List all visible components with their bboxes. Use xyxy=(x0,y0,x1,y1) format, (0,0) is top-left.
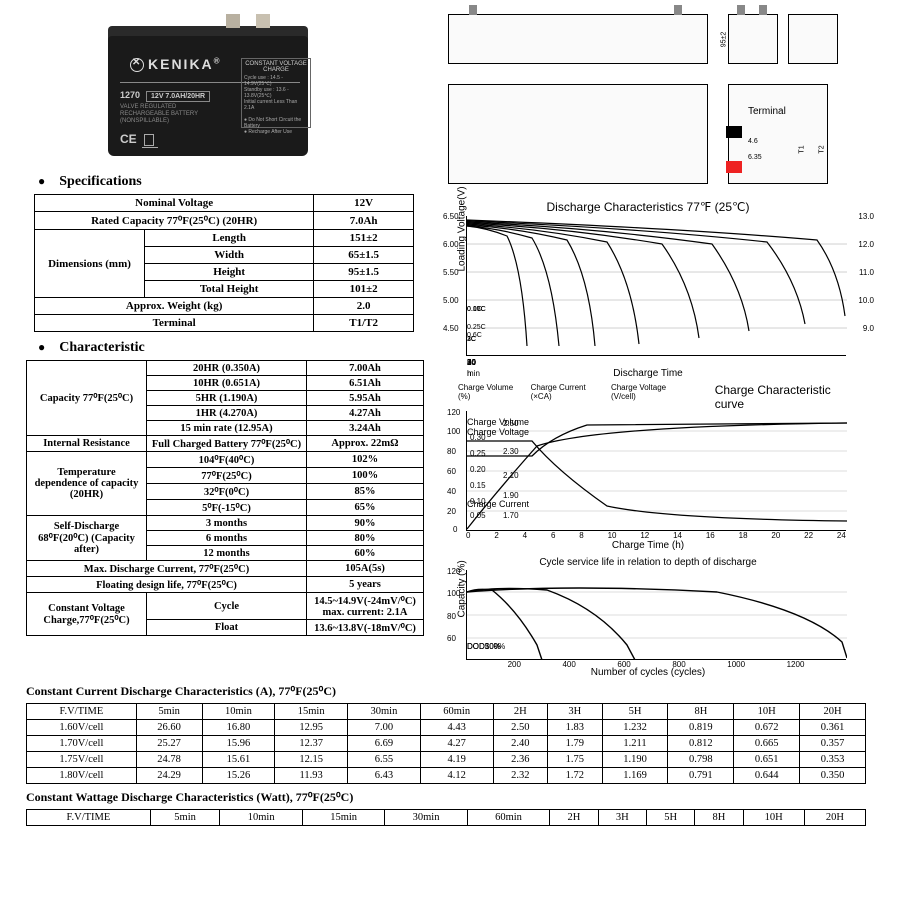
cw-discharge-table: F.V/TIME5min10min15min30min60min2H3H5H8H… xyxy=(26,809,866,826)
battery-photo: KENIKA® 127012V 7.0AH/20HR VALVE REGULAT… xyxy=(78,6,323,166)
charge-chart: Charge Volume (%)Charge Current (×CA)Cha… xyxy=(448,383,848,551)
sub2: RECHARGEABLE BATTERY (NONSPILLABLE) xyxy=(120,111,198,124)
terminal-label: Terminal xyxy=(748,106,786,117)
model-spec: 12V 7.0AH/20HR xyxy=(146,91,210,102)
dimension-diagram: Terminal 95±2 4.6 6.35 T1 T2 xyxy=(448,6,848,196)
discharge-chart: Discharge Characteristics 77℉ (25℃) Load… xyxy=(448,200,848,379)
ce-mark: CE xyxy=(120,132,137,146)
charge-chart-title: Charge Characteristic curve xyxy=(715,383,848,411)
sub1: VALVE REGULATED xyxy=(120,104,176,110)
cc-table-title: Constant Current Discharge Characteristi… xyxy=(26,684,882,699)
characteristic-heading: Characteristic xyxy=(38,340,428,356)
specifications-heading: Specifications xyxy=(38,174,428,190)
cw-table-title: Constant Wattage Discharge Characteristi… xyxy=(26,790,882,805)
charge-info-box: CONSTANT VOLTAGE CHARGECycle use : 14.5 … xyxy=(241,58,311,128)
cycle-life-chart: Cycle service life in relation to depth … xyxy=(448,557,848,678)
discharge-chart-title: Discharge Characteristics 77℉ (25℃) xyxy=(448,200,848,214)
characteristic-table: Capacity 77⁰F(25⁰C)20HR (0.350A)7.00Ah 1… xyxy=(26,360,424,636)
brand-text: KENIKA xyxy=(148,56,214,72)
cycle-chart-title: Cycle service life in relation to depth … xyxy=(448,557,848,568)
specifications-table: Nominal Voltage12V Rated Capacity 77⁰F(2… xyxy=(34,194,414,332)
model-number: 1270 xyxy=(120,90,140,100)
cc-discharge-table: F.V/TIME5min10min15min30min60min2H3H5H8H… xyxy=(26,703,866,784)
